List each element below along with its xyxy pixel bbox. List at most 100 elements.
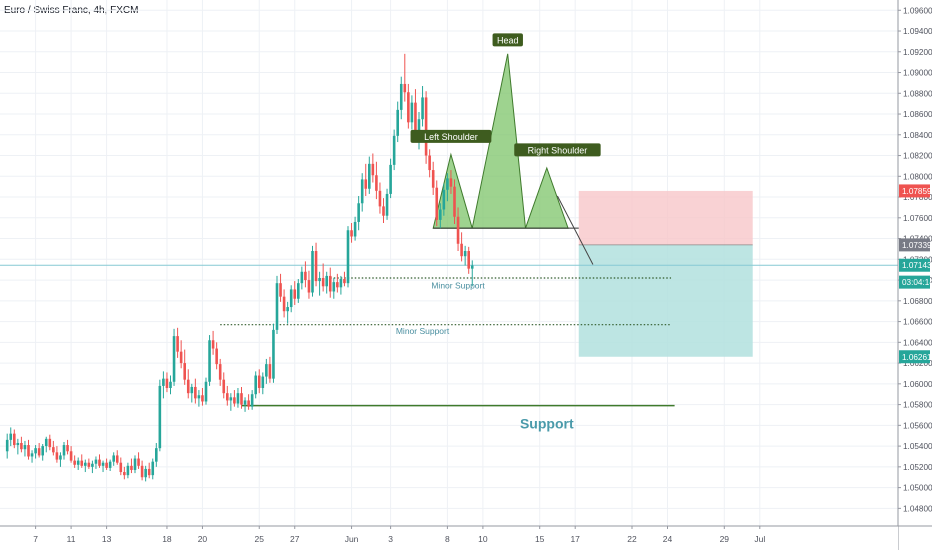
candle-body [275, 283, 279, 330]
candle-body [186, 379, 190, 394]
candle-body [179, 351, 183, 364]
candle-up [59, 452, 62, 467]
candle-body [169, 381, 172, 388]
candle-down [293, 281, 297, 305]
candle-down [179, 340, 183, 369]
time-tick-label: 29 [720, 534, 730, 544]
time-axis-panel [0, 526, 898, 550]
candle-up [332, 277, 336, 299]
time-tick-label: 11 [67, 534, 76, 544]
price-badge-label: 03:04:14 [902, 278, 932, 287]
pattern-tag: Head [492, 33, 523, 47]
candle-down [467, 246, 470, 274]
candle-body [328, 275, 332, 292]
candle-up [155, 442, 158, 467]
take-profit-zone [578, 244, 753, 357]
price-tick-label: 1.09200 [903, 48, 932, 57]
candle-down [233, 390, 236, 407]
price-badge: 1.07859 [899, 184, 932, 198]
candle-down [201, 387, 204, 406]
candle-body [144, 468, 147, 478]
candle-body [240, 393, 243, 405]
candle-down [147, 462, 151, 479]
candle-down [428, 149, 431, 178]
price-badge: 1.06261 [899, 350, 932, 364]
candle-down [176, 327, 179, 358]
candle-down [13, 429, 16, 449]
candle-body [87, 462, 91, 467]
candle-body [229, 397, 233, 401]
candle-body [279, 283, 282, 297]
stop-loss-zone [578, 190, 753, 245]
time-tick-label: 3 [388, 534, 393, 544]
candle-down [55, 446, 59, 463]
candle-up [470, 260, 474, 287]
candle-body [431, 170, 435, 188]
candle-up [84, 459, 87, 473]
price-badge-label: 1.07143 [902, 261, 932, 270]
price-tick-label: 1.06400 [903, 338, 932, 347]
candle-down [105, 458, 108, 470]
candle-body [257, 375, 261, 388]
candle-down [215, 342, 218, 370]
candle-body [378, 190, 382, 207]
candle-body [424, 97, 428, 156]
candle-body [190, 386, 194, 394]
candle-body [76, 460, 80, 465]
candle-body [350, 230, 353, 237]
candle-body [23, 445, 27, 450]
candle-body [268, 364, 272, 379]
candle-up [339, 275, 343, 295]
price-badge: 1.07143 [899, 258, 932, 272]
candle-body [98, 459, 101, 466]
price-tick-label: 1.08600 [903, 110, 932, 119]
time-tick-label: 27 [290, 534, 300, 544]
candle-body [265, 364, 268, 377]
price-tick-label: 1.05200 [903, 463, 932, 472]
candle-up [289, 285, 293, 313]
candle-down [304, 261, 307, 288]
candle-up [385, 188, 389, 220]
price-badge-background [899, 238, 930, 252]
candle-body [442, 189, 446, 210]
candle-up [162, 371, 165, 399]
candle-body [52, 447, 55, 453]
candle-down [98, 454, 101, 468]
candle-down [186, 369, 190, 399]
pattern-tag-label: Right Shoulder [528, 145, 588, 155]
candle-down [73, 455, 76, 468]
price-tick-label: 1.08400 [903, 131, 932, 140]
time-tick-label: 18 [162, 534, 172, 544]
candle-body [197, 395, 201, 399]
candle-down [268, 356, 272, 383]
candle-body [243, 400, 247, 405]
candle-body [215, 348, 218, 365]
candle-up [112, 452, 115, 466]
candle-down [453, 179, 456, 225]
candle-body [311, 251, 314, 293]
candle-body [55, 452, 59, 460]
candle-body [336, 282, 339, 288]
candle-body [133, 458, 137, 470]
time-tick-label: 20 [198, 534, 208, 544]
price-tick-label: 1.04800 [903, 504, 932, 513]
candle-body [307, 280, 311, 293]
candle-down [375, 161, 378, 200]
candle-down [211, 330, 215, 355]
candle-up [396, 101, 399, 143]
candle-down [240, 386, 243, 409]
price-tick-label: 1.08000 [903, 172, 932, 181]
candle-up [286, 301, 289, 324]
candle-up [44, 436, 48, 453]
breakdown-trend-line [557, 195, 594, 265]
candle-body [172, 336, 176, 382]
candle-up [346, 226, 350, 288]
candle-up [439, 203, 442, 229]
candle-down [343, 271, 346, 287]
candle-body [375, 175, 378, 191]
candle-down [403, 53, 407, 102]
candle-body [9, 433, 13, 440]
candle-body [428, 155, 431, 171]
candle-down [435, 180, 439, 227]
